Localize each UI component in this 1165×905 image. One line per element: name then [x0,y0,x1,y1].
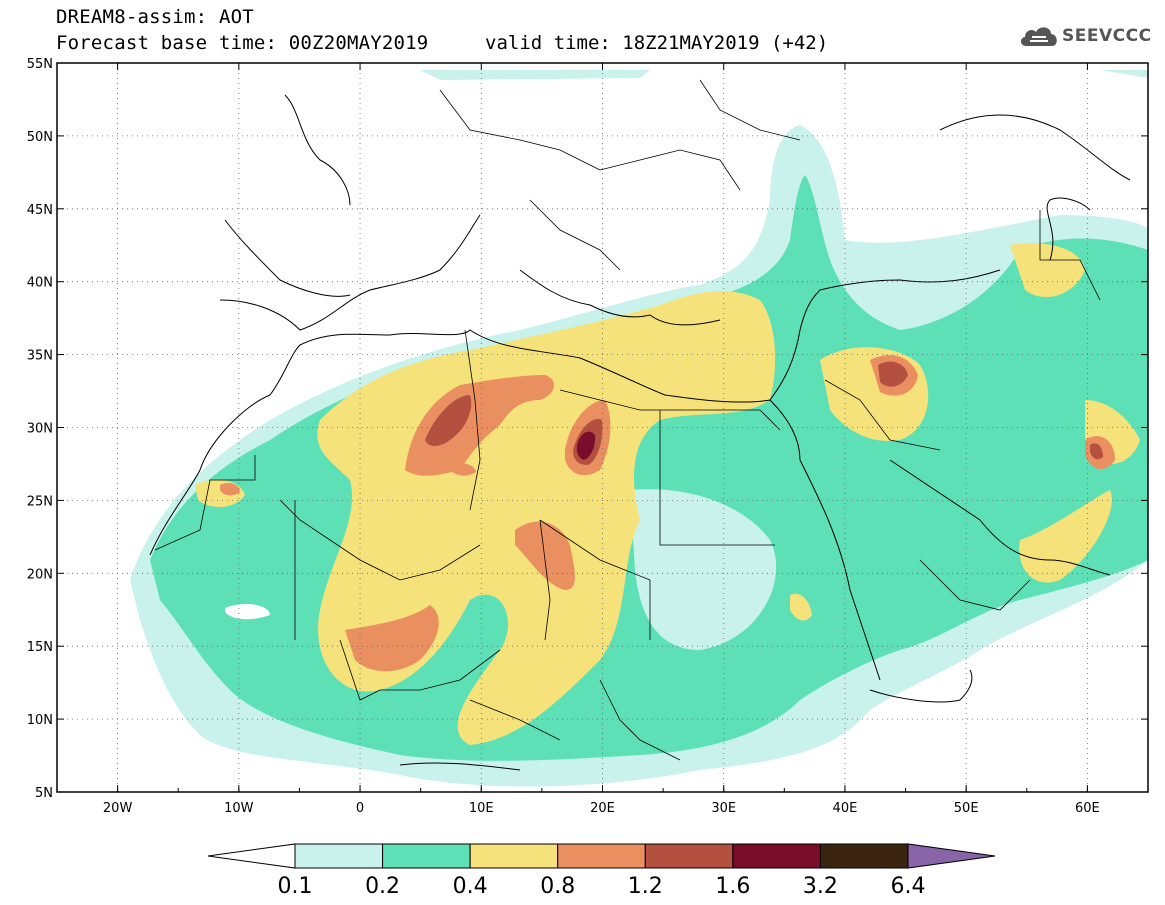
seevccc-logo: SEEVCCC [1018,22,1152,50]
lat-tick-label: 20N [27,567,53,582]
colorbar-box [382,843,471,869]
colorbar-box [294,843,384,869]
aot-contours [130,70,1148,787]
colorbar-box [469,843,559,869]
lat-tick-label: 50N [27,130,53,145]
contour-level-1-6 [576,431,596,460]
lon-tick-label: 30E [711,801,736,816]
colorbar-over-arrow [907,843,996,869]
lat-tick-label: 35N [27,349,53,364]
colorbar-label: 0.8 [540,874,575,899]
colorbar-label: 0.1 [278,874,313,899]
colorbar-box [732,843,821,869]
colorbar-label: 6.4 [891,874,926,899]
lon-tick-label: 10E [469,801,494,816]
lat-tick-label: 25N [27,494,53,509]
colorbar-label: 3.2 [803,874,838,899]
valid-time: valid time: 18Z21MAY2019 (+42) [485,32,829,54]
lat-tick-label: 5N [35,786,53,801]
forecast-base-time: Forecast base time: 00Z20MAY2019 [56,32,429,54]
lon-tick-label: 20W [103,801,133,816]
lon-tick-label: 40E [833,801,858,816]
coastlines [149,94,1131,771]
colorbar-labels: 0.1 0.2 0.4 0.8 1.2 1.6 3.2 6.4 [278,874,926,899]
colorbar-under-arrow [207,843,296,869]
colorbar-box [644,843,734,869]
grid-lines [57,63,1148,792]
latitude-labels: 5N 10N 15N 20N 25N 30N 35N 40N 45N 50N 55N [27,57,53,801]
lon-tick-label: 50E [954,801,979,816]
colorbar-label: 1.2 [628,874,663,899]
lat-tick-label: 55N [27,57,53,72]
lat-tick-label: 45N [27,203,53,218]
colorbar-box [557,843,646,869]
cloud-icon [1020,27,1057,46]
lat-tick-label: 30N [27,422,53,437]
lat-tick-label: 15N [27,640,53,655]
logo-text: SEEVCCC [1062,26,1152,46]
lon-tick-label: 20E [590,801,615,816]
colorbar-label: 1.6 [715,874,750,899]
map-title: DREAM8-assim: AOT [56,6,254,28]
lon-tick-label: 10W [224,801,254,816]
lat-tick-label: 40N [27,276,53,291]
contour-level-0-1-inner [630,489,777,650]
colorbar-box [819,843,909,869]
colorbar-label: 0.4 [453,874,488,899]
lon-tick-label: 0 [356,801,364,816]
colorbar-label: 0.2 [365,874,400,899]
longitude-labels: 20W 10W 0 10E 20E 30E 40E 50E 60E [103,801,1100,816]
lat-tick-label: 10N [27,713,53,728]
axis-ticks [56,62,1149,793]
lon-tick-label: 60E [1075,801,1100,816]
country-borders [154,79,1101,761]
colorbar [207,843,996,869]
